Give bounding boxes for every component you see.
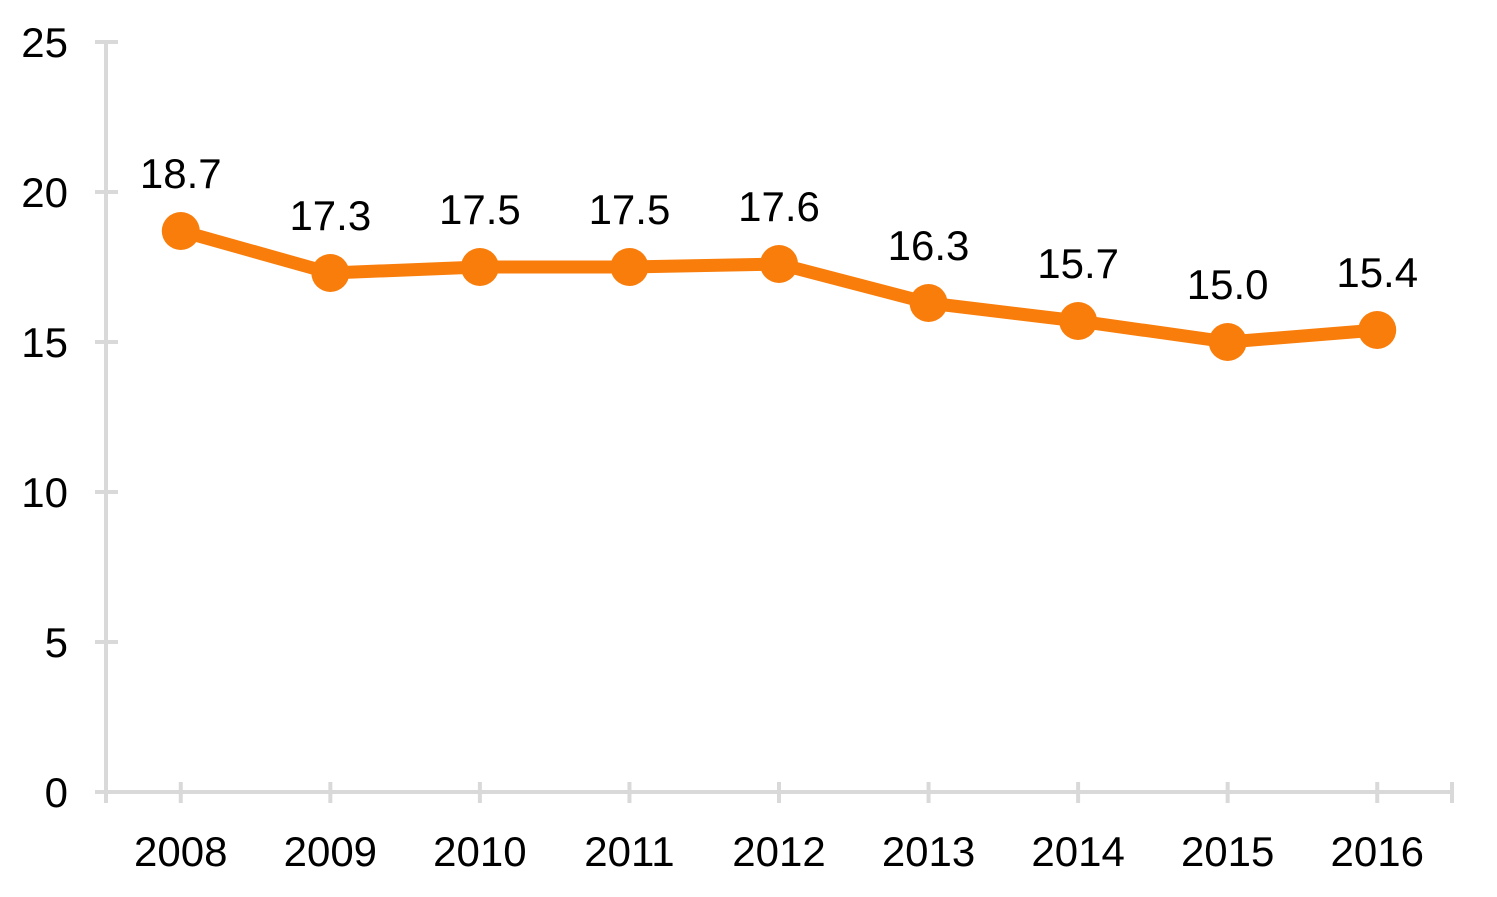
y-tick-label: 5 xyxy=(45,619,68,666)
y-tick-label: 20 xyxy=(21,169,68,216)
data-point-marker xyxy=(1208,323,1247,361)
data-point-marker xyxy=(1358,311,1397,349)
y-tick-label: 25 xyxy=(21,19,68,66)
y-tick-label: 15 xyxy=(21,319,68,366)
y-tick-label: 10 xyxy=(21,469,68,516)
data-point-label: 16.3 xyxy=(888,222,970,269)
data-point-marker xyxy=(1059,302,1098,340)
y-tick-label: 0 xyxy=(45,769,68,816)
x-tick-label: 2015 xyxy=(1181,828,1274,875)
data-point-label: 15.7 xyxy=(1037,240,1119,287)
data-point-label: 18.7 xyxy=(140,150,222,197)
data-point-label: 17.6 xyxy=(738,183,820,230)
x-tick-label: 2009 xyxy=(284,828,377,875)
data-point-marker xyxy=(161,212,200,250)
data-point-label: 17.5 xyxy=(439,186,521,233)
data-point-label: 15.4 xyxy=(1336,249,1418,296)
data-point-label: 17.3 xyxy=(289,192,371,239)
data-point-marker xyxy=(460,248,499,286)
x-tick-label: 2013 xyxy=(882,828,975,875)
data-point-marker xyxy=(760,245,798,283)
data-point-label: 17.5 xyxy=(589,186,671,233)
data-point-label: 15.0 xyxy=(1187,261,1269,308)
axes: 0 5 10 15 20 25 2008 2009 2010 2011 2012 2013 2014 20… xyxy=(21,19,1454,875)
x-tick-label: 2014 xyxy=(1031,828,1124,875)
x-tick-label: 2012 xyxy=(732,828,825,875)
series xyxy=(161,212,1397,361)
x-tick-label: 2016 xyxy=(1331,828,1424,875)
x-tick-label: 2010 xyxy=(433,828,526,875)
data-labels: 18.7 17.3 17.5 17.5 17.6 16.3 15.7 15.0 15.4 xyxy=(140,150,1418,308)
data-point-marker xyxy=(311,254,350,292)
x-tick-label: 2008 xyxy=(134,828,227,875)
x-tick-label: 2011 xyxy=(584,828,674,875)
data-point-marker xyxy=(909,284,948,322)
data-point-marker xyxy=(610,248,649,286)
